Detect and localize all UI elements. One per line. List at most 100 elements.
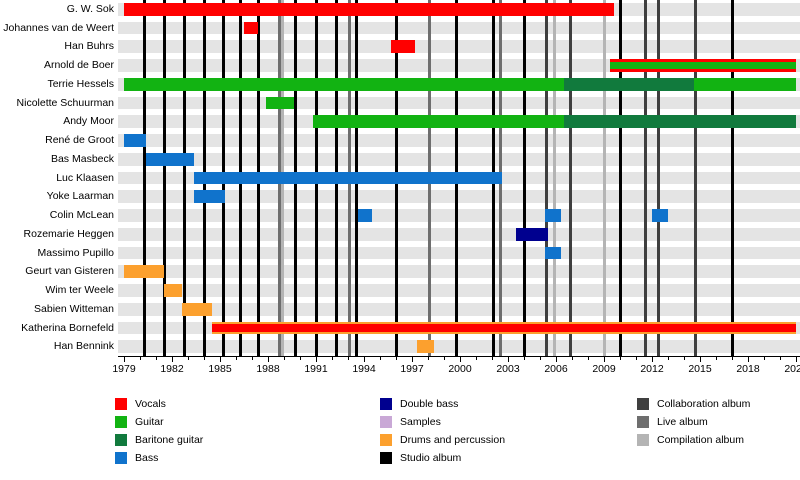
axis-tick	[524, 356, 525, 360]
axis-tick	[460, 356, 461, 362]
row-band	[118, 246, 800, 260]
member-label: Arnold de Boer	[43, 59, 114, 72]
legend-label: Guitar	[135, 416, 164, 428]
album-marker	[552, 0, 556, 356]
member-label: Sabien Witteman	[34, 302, 114, 315]
member-bar	[391, 40, 416, 54]
member-bar	[357, 209, 372, 222]
axis-tick	[764, 356, 765, 360]
axis-tick	[748, 356, 749, 362]
axis-tick	[396, 356, 397, 360]
album-marker	[618, 0, 622, 356]
row-band	[118, 21, 800, 35]
row-band	[118, 340, 800, 353]
axis-tick	[684, 356, 685, 360]
member-bar	[124, 2, 614, 16]
member-label: Bas Masbeck	[50, 152, 114, 165]
axis-tick	[364, 356, 365, 362]
member-bar	[416, 340, 435, 353]
album-marker	[656, 0, 660, 356]
row-band	[118, 134, 800, 147]
axis-tick	[316, 356, 317, 362]
member-label: Johannes van de Weert	[3, 21, 114, 34]
axis-tick-label: 1988	[256, 363, 280, 375]
member-bar	[266, 96, 294, 110]
axis-tick-label: 2009	[592, 363, 616, 375]
timeline-chart: G. W. Sok Johannes van de Weert Han Buhrs A…	[3, 0, 800, 356]
row-band	[118, 227, 800, 241]
axis-tick	[156, 356, 157, 360]
axis-tick	[268, 356, 269, 362]
axis-tick-label: 2012	[640, 363, 664, 375]
member-label: Katherina Bornefeld	[21, 321, 114, 334]
axis-tick	[284, 356, 285, 360]
legend-label: Live album	[657, 416, 708, 428]
member-bar	[544, 209, 561, 222]
member-label: Rozemarie Heggen	[23, 227, 114, 240]
axis-tick	[172, 356, 173, 362]
legend-label: Samples	[400, 416, 441, 428]
album-marker	[522, 0, 526, 356]
axis-tick	[252, 356, 253, 360]
axis-tick	[700, 356, 701, 362]
row-band	[118, 209, 800, 222]
album-marker	[143, 0, 147, 356]
legend-swatch-icon	[637, 416, 649, 428]
axis-tick	[412, 356, 413, 362]
album-marker	[162, 0, 166, 356]
axis-tick	[380, 356, 381, 360]
member-label: Nicolette Schuurman	[16, 96, 114, 109]
legend-swatch-icon	[380, 398, 392, 410]
member-bar	[124, 77, 796, 91]
album-marker	[183, 0, 187, 356]
axis-tick-label: 1985	[208, 363, 232, 375]
axis-tick	[444, 356, 445, 360]
axis-tick-label: 2015	[688, 363, 712, 375]
axis-tick	[140, 356, 141, 360]
legend-label: Collaboration album	[657, 398, 751, 410]
legend-swatch-icon	[637, 398, 649, 410]
member-label: Yoke Laarman	[46, 190, 114, 203]
member-label: Andy Moor	[63, 115, 114, 128]
member-label: Terrie Hessels	[47, 77, 114, 90]
member-label: G. W. Sok	[66, 3, 114, 15]
axis-tick	[780, 356, 781, 360]
member-bar	[544, 246, 561, 260]
member-label: Han Bennink	[53, 340, 114, 353]
row-band	[118, 190, 800, 204]
legend-swatch-icon	[380, 452, 392, 464]
member-bar	[194, 171, 502, 185]
member-bar	[194, 190, 225, 204]
legend-swatch-icon	[115, 398, 127, 410]
member-bar	[516, 227, 548, 241]
member-label: Geurt van Gisteren	[25, 265, 114, 278]
axis-tick	[492, 356, 493, 360]
chart-legend: Vocals Guitar Baritone guitar Bass Double ba…	[0, 396, 800, 480]
row-band	[118, 152, 800, 166]
axis-tick	[124, 356, 125, 362]
member-label: Han Buhrs	[64, 40, 114, 53]
member-label: Colin McLean	[49, 209, 114, 222]
axis-tick	[236, 356, 237, 360]
legend-swatch-icon	[380, 416, 392, 428]
album-marker	[568, 0, 572, 356]
member-bar	[124, 265, 164, 279]
axis-tick	[604, 356, 605, 362]
legend-swatch-icon	[637, 434, 649, 446]
row-band	[118, 96, 800, 110]
member-bar	[146, 152, 195, 166]
axis-tick-label: 2021	[784, 363, 800, 375]
axis-tick	[332, 356, 333, 360]
legend-swatch-icon	[115, 416, 127, 428]
axis-tick-label: 1994	[352, 363, 376, 375]
axis-tick	[348, 356, 349, 360]
album-marker	[544, 0, 548, 356]
axis-tick-label: 1982	[160, 363, 184, 375]
axis-tick	[636, 356, 637, 360]
axis-tick-label: 2006	[544, 363, 568, 375]
legend-label: Compilation album	[657, 434, 744, 446]
axis-tick	[620, 356, 621, 360]
axis-tick-label: 1991	[304, 363, 328, 375]
row-band	[118, 40, 800, 54]
